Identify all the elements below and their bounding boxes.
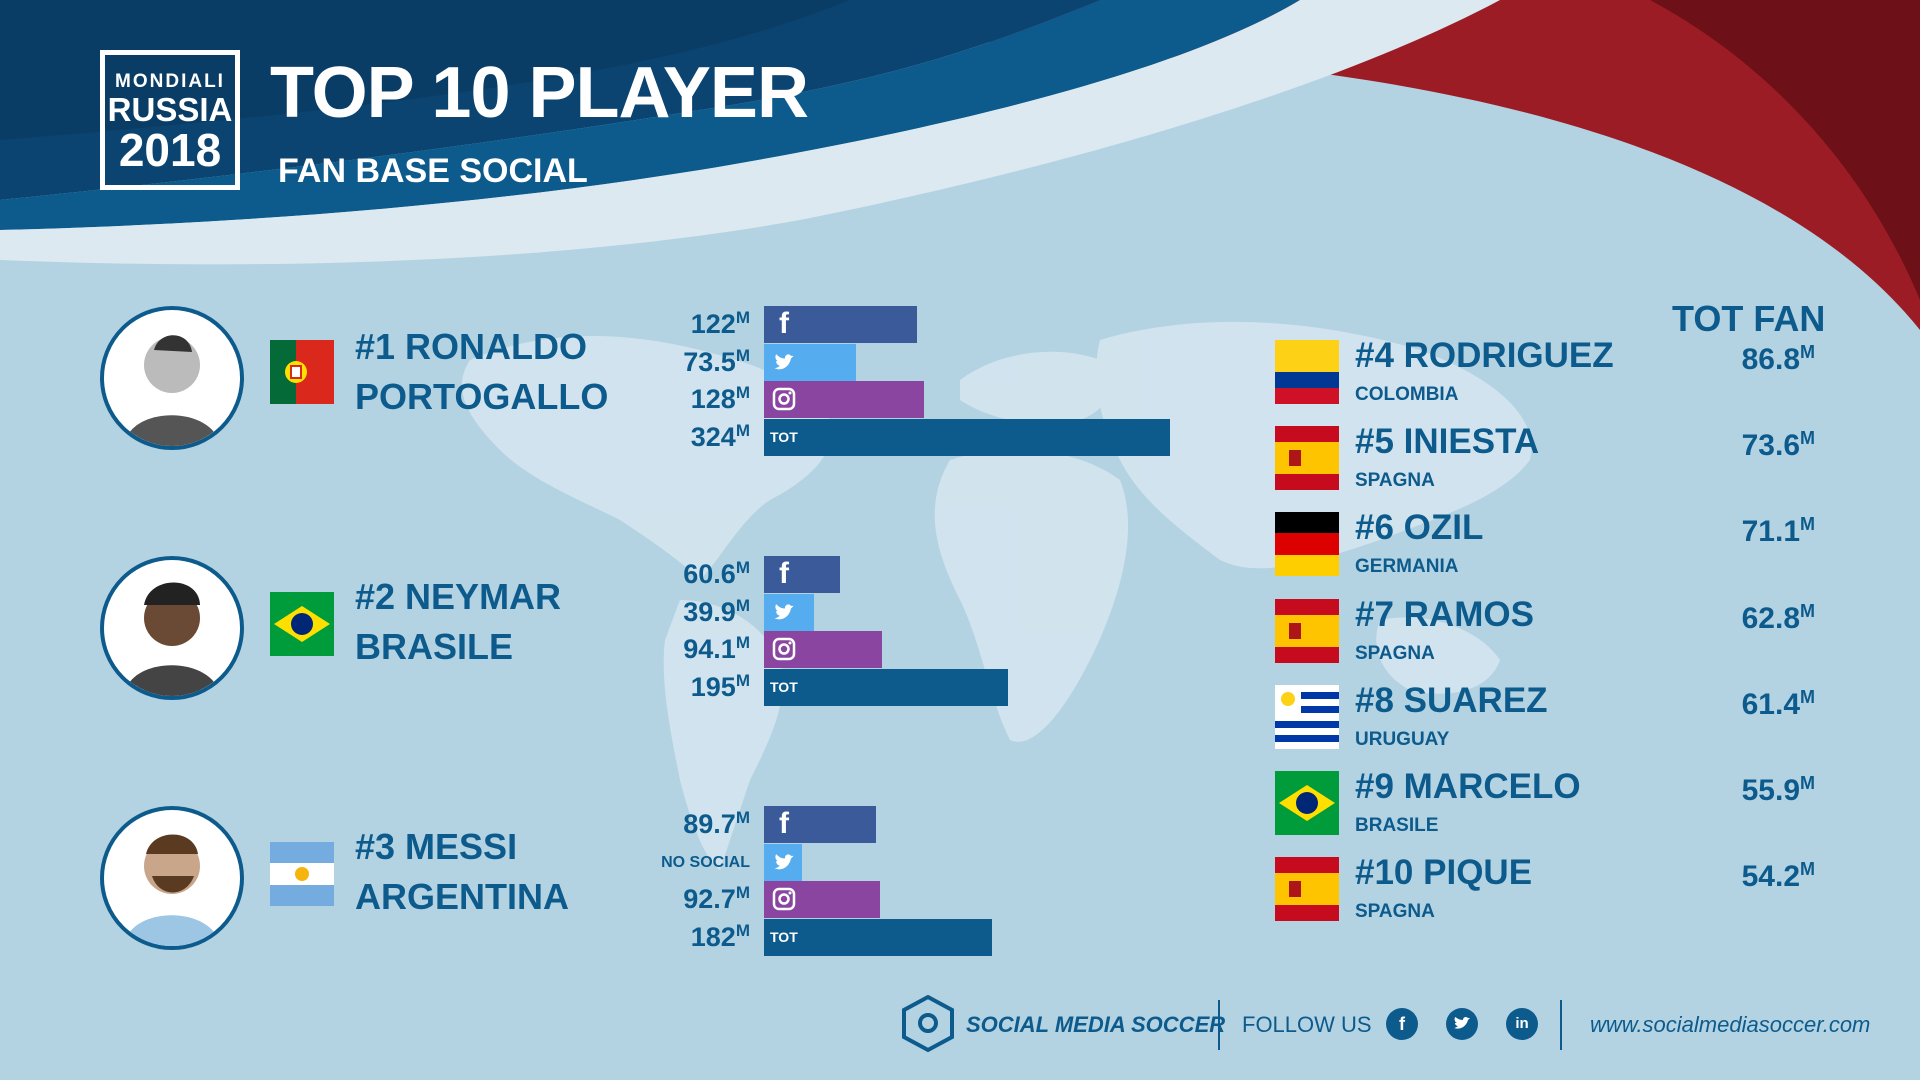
facebook-icon: f — [779, 807, 789, 840]
bar-facebook: f — [764, 556, 840, 593]
ranking-value: 71.1M — [1741, 514, 1815, 549]
bar-instagram — [764, 631, 882, 668]
bar-twitter — [764, 593, 814, 631]
footer-follow-us: FOLLOW US — [1242, 1012, 1372, 1037]
ranking-player-country: COLOMBIA — [1355, 384, 1459, 405]
ranking-player-name: #4 RODRIGUEZ — [1355, 336, 1614, 375]
instagram-icon — [770, 635, 798, 663]
flag-argentina-icon — [270, 842, 334, 906]
social-media-soccer-logo-icon — [900, 994, 956, 1053]
logo-line-1: MONDIALI — [115, 71, 225, 92]
bar-instagram — [764, 381, 925, 418]
avatar-ronaldo — [100, 306, 244, 450]
bar-instagram — [764, 881, 881, 918]
ranking-title: TOT FAN — [1672, 298, 1826, 339]
footer-brand: SOCIAL MEDIA SOCCER — [966, 1012, 1226, 1037]
bar-label-twitter: 39.9M — [683, 595, 750, 627]
bar-label-facebook: 60.6M — [683, 558, 750, 589]
twitter-icon[interactable] — [1446, 1008, 1478, 1040]
twitter-icon — [770, 348, 798, 376]
ranking-player-country: GERMANIA — [1355, 556, 1459, 578]
bar-label-total: 182M — [690, 920, 750, 952]
player-3-country: ARGENTINA — [355, 876, 569, 917]
bar-label-instagram: 92.7M — [683, 883, 750, 914]
ranking-player-name: #8 SUAREZ — [1355, 680, 1548, 720]
bar-label-twitter: NO SOCIAL — [661, 853, 750, 871]
bar-total-label: TOT — [770, 678, 798, 695]
player-2-name: #2 NEYMAR — [355, 576, 562, 617]
flag-brazil-icon — [1275, 771, 1339, 835]
player-1-country: PORTOGALLO — [355, 376, 609, 417]
flag-brazil-icon — [270, 592, 334, 656]
ranking-value: 61.4M — [1741, 686, 1815, 721]
facebook-icon: f — [779, 557, 789, 590]
bar-label-facebook: 122M — [690, 308, 750, 339]
flag-spain-icon — [1275, 426, 1339, 491]
ranking-player-country: SPAGNA — [1355, 642, 1435, 664]
instagram-icon — [770, 385, 798, 413]
ranking-player-name: #7 RAMOS — [1355, 594, 1534, 634]
logo-line-3: 2018 — [118, 124, 222, 176]
flag-germany-icon — [1275, 512, 1339, 577]
facebook-icon[interactable]: f — [1386, 1008, 1418, 1040]
bar-facebook: f — [764, 806, 877, 843]
bar-label-total: 195M — [690, 670, 750, 702]
avatar-neymar — [100, 556, 244, 700]
ranking-player-country: SPAGNA — [1355, 901, 1435, 923]
bar-label-total: 324M — [690, 420, 750, 452]
ranking-player-country: URUGUAY — [1355, 728, 1450, 750]
player-3-name: #3 MESSI — [355, 826, 518, 867]
bar-total-label: TOT — [770, 428, 798, 445]
bar-twitter — [764, 843, 802, 881]
bar-twitter — [764, 343, 857, 381]
flag-colombia-icon — [1275, 340, 1339, 404]
flag-spain-icon — [1275, 857, 1339, 922]
footer-url[interactable]: www.socialmediasoccer.com — [1590, 1012, 1871, 1037]
player-2-country: BRASILE — [355, 626, 514, 667]
linkedin-icon[interactable]: in — [1506, 1008, 1538, 1040]
ranking-value: 55.9M — [1741, 773, 1815, 807]
instagram-icon — [770, 885, 798, 913]
mondiali-logo: MONDIALI RUSSIA 2018 — [100, 50, 240, 190]
page-title: TOP 10 PLAYER — [270, 53, 809, 133]
ranking-value: 86.8M — [1741, 342, 1815, 376]
footer-divider — [1218, 1000, 1220, 1050]
bar-total-label: TOT — [770, 928, 798, 945]
ranking-player-name: #10 PIQUE — [1355, 853, 1533, 893]
bar-total: TOT — [764, 918, 993, 956]
twitter-icon — [770, 598, 798, 626]
flag-spain-icon — [1275, 598, 1339, 663]
logo-line-2: RUSSIA — [107, 91, 233, 128]
bar-label-twitter: 73.5M — [683, 345, 750, 377]
ranking-player-country: SPAGNA — [1355, 470, 1435, 492]
bar-total: TOT — [764, 668, 1009, 706]
avatar-messi — [100, 806, 244, 950]
bar-facebook: f — [764, 306, 917, 343]
player-1-name: #1 RONALDO — [355, 326, 588, 367]
ranking-value: 54.2M — [1741, 859, 1815, 894]
footer-divider-2 — [1560, 1000, 1562, 1050]
facebook-icon: f — [779, 307, 789, 340]
page-subtitle: FAN BASE SOCIAL — [278, 152, 588, 190]
ranking-player-name: #9 MARCELO — [1355, 767, 1581, 806]
ranking-player-name: #6 OZIL — [1355, 508, 1484, 548]
bar-label-instagram: 128M — [690, 383, 750, 414]
ranking-value: 62.8M — [1741, 600, 1815, 635]
flag-uruguay-icon — [1275, 684, 1339, 749]
twitter-icon — [770, 848, 798, 876]
ranking-player-country: BRASILE — [1355, 815, 1439, 836]
bar-label-instagram: 94.1M — [683, 633, 750, 664]
bar-total: TOT — [764, 418, 1170, 456]
bar-label-facebook: 89.7M — [683, 808, 750, 839]
flag-portugal-icon — [270, 340, 334, 404]
ranking-player-name: #5 INIESTA — [1355, 422, 1540, 462]
ranking-value: 73.6M — [1741, 428, 1815, 463]
